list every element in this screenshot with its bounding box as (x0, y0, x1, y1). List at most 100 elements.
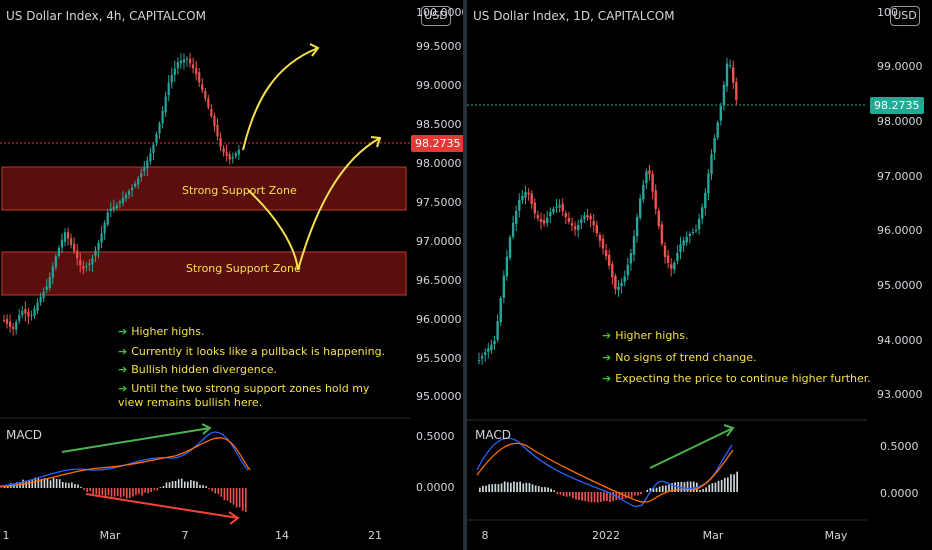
candle-body (725, 63, 729, 87)
arrow-right-icon: ➔ (602, 372, 612, 385)
symbol-title[interactable]: US Dollar Index, 4h, CAPITALCOM (6, 9, 206, 23)
macd-histogram-bar (171, 481, 174, 488)
x-tick: 21 (368, 529, 382, 542)
candle-body (549, 211, 552, 217)
macd-histogram-bar (226, 488, 229, 501)
macd-histogram-bar (180, 478, 183, 488)
macd-histogram-bar (52, 478, 55, 488)
macd-histogram-bar (516, 482, 518, 492)
candle-body (518, 199, 521, 211)
candle-body (666, 255, 670, 263)
symbol-title[interactable]: US Dollar Index, 1D, CAPITALCOM (473, 9, 675, 23)
candle-body (85, 266, 88, 268)
macd-histogram-bar (702, 488, 704, 492)
candle-body (685, 236, 688, 243)
candle-body (704, 192, 707, 209)
candle-body (222, 148, 225, 153)
chart-panel-4h[interactable]: US Dollar Index, 4h, CAPITALCOM USD 100.… (0, 0, 463, 550)
macd-histogram-bar (531, 484, 534, 492)
candle-body (76, 250, 79, 259)
macd-histogram-bar (95, 488, 98, 495)
macd-histogram-bar (655, 487, 658, 492)
candle-body (490, 344, 493, 351)
macd-histogram-bar (674, 482, 676, 492)
candle-body (642, 184, 645, 200)
candle-body (614, 276, 617, 289)
macd-label[interactable]: MACD (6, 428, 42, 442)
currency-badge[interactable]: USD (421, 6, 451, 26)
x-tick: 8 (481, 529, 489, 542)
chart-canvas-1d[interactable] (467, 0, 932, 550)
y-tick: 95.0000 (877, 279, 923, 292)
macd-histogram-bar (190, 480, 192, 488)
macd-histogram-bar (205, 486, 207, 488)
macd-histogram-bar (537, 486, 540, 492)
note-item: ➔ No signs of trend change. (602, 351, 757, 364)
candle-body (36, 302, 39, 311)
candle-body (192, 64, 195, 69)
chart-panel-1d[interactable]: US Dollar Index, 1D, CAPITALCOM USD 100 … (467, 0, 932, 550)
candle-body (691, 231, 695, 233)
scenario-arrow-down (247, 189, 299, 271)
macd-histogram-bar (46, 478, 49, 488)
support-zone-upper (1, 166, 407, 211)
candle-body (586, 215, 589, 218)
candle-body (106, 212, 109, 225)
scenario-arrow-rebound (297, 137, 381, 271)
candle-body (167, 82, 170, 96)
macd-histogram-bar (479, 487, 481, 492)
candle-body (682, 240, 685, 246)
candle-body (499, 298, 502, 323)
candle-body (118, 201, 121, 204)
currency-badge[interactable]: USD (890, 6, 920, 26)
macd-histogram-bar (138, 488, 140, 495)
candle-body (70, 238, 73, 245)
macd-histogram-bar (183, 481, 186, 488)
macd-histogram-bar (71, 482, 73, 488)
candle-body (210, 109, 213, 117)
macd-histogram-bar (513, 481, 515, 492)
macd-label[interactable]: MACD (475, 428, 511, 442)
candle-body (39, 296, 42, 303)
candle-body (694, 230, 698, 232)
candle-body (91, 258, 94, 265)
candle-body (629, 253, 633, 264)
candle-body (573, 226, 577, 230)
candle-body (688, 233, 691, 236)
candle-body (213, 115, 216, 126)
candle-body (673, 262, 676, 270)
candle-body (611, 264, 614, 278)
panel-divider[interactable] (463, 0, 467, 550)
support-zone-label: Strong Support Zone (186, 262, 301, 275)
candle-body (185, 58, 189, 60)
macd-histogram-bar (733, 474, 735, 492)
macd-histogram-bar (599, 492, 602, 502)
macd-histogram-bar (525, 482, 528, 492)
macd-histogram-bar (74, 484, 76, 488)
divergence-trendline-red (85, 493, 239, 519)
note-item: ➔ Currently it looks like a pullback is h… (118, 345, 386, 358)
macd-histogram-bar (522, 483, 525, 492)
macd-histogram-bar (89, 488, 91, 492)
macd-histogram-bar (634, 492, 636, 496)
candle-body (728, 65, 732, 67)
signal-line (476, 442, 734, 503)
macd-histogram-bar (556, 492, 559, 495)
candle-body (143, 167, 146, 172)
x-tick: 1 (2, 529, 10, 542)
macd-histogram-bar (723, 477, 726, 492)
candle-body (54, 256, 57, 268)
y-tick: 97.5000 (416, 196, 462, 209)
y-tick: 100.0000 (416, 6, 463, 19)
divergence-trendline-macd (649, 427, 734, 469)
macd-histogram-bar (680, 481, 683, 492)
candle-body (670, 264, 673, 269)
chart-canvas-4h[interactable] (0, 0, 463, 550)
macd-histogram-bar (528, 483, 531, 492)
candle-body (657, 210, 660, 227)
candle-body (115, 205, 118, 209)
macd-histogram-bar (500, 483, 503, 492)
macd-histogram-bar (497, 484, 500, 492)
macd-histogram-bar (562, 492, 565, 497)
candle-body (5, 318, 9, 324)
